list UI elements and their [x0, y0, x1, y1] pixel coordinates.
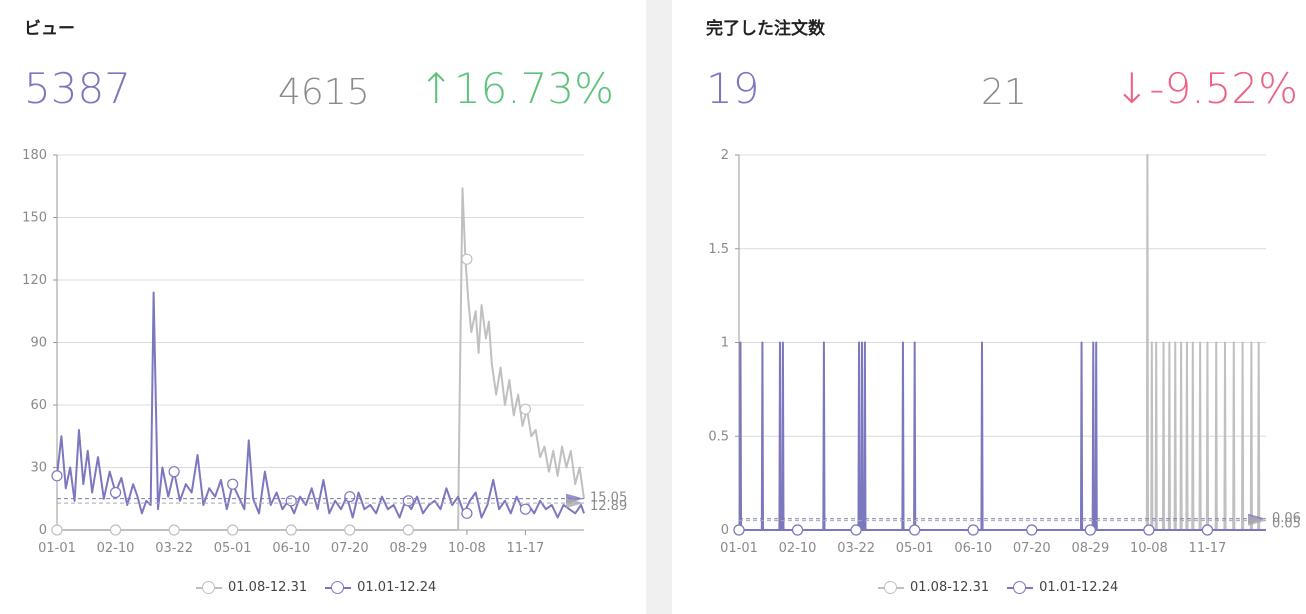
- x-tick-label: 10-08: [448, 541, 486, 556]
- x-tick-label: 10-08: [1130, 541, 1168, 556]
- y-tick-label: 1.5: [708, 242, 729, 257]
- legend-label: 01.08-12.31: [228, 580, 308, 595]
- data-point-marker: [461, 253, 473, 265]
- legend-item-current[interactable]: 01.01-12.24: [1007, 580, 1118, 595]
- y-tick-label: 0: [721, 523, 729, 538]
- y-tick-label: 1: [721, 336, 729, 351]
- y-tick-label: 90: [30, 336, 47, 351]
- data-point-marker: [967, 524, 979, 536]
- x-tick-label: 01-01: [720, 541, 758, 556]
- data-point-marker: [519, 403, 532, 415]
- series-line: [57, 187, 585, 531]
- legend-marker-icon: [878, 580, 904, 595]
- data-point-marker: [1084, 524, 1096, 536]
- completed-orders-panel: 完了した注文数 19 21 ↓-9.52% 0 0.5 1 1.5 2 01-01 02-1…: [672, 0, 1306, 614]
- legend-item-previous[interactable]: 01.08-12.31: [196, 580, 307, 595]
- data-point-marker: [168, 524, 180, 536]
- x-tick-label: 11-17: [1189, 541, 1227, 556]
- legend-label: 01.01-12.24: [1039, 580, 1119, 595]
- chart-legend[interactable]: 01.08-12.31 01.01-12.24: [196, 580, 436, 595]
- series-line: [56, 291, 585, 519]
- x-tick-label: 03-22: [155, 541, 193, 556]
- panel-title: 完了した注文数: [706, 19, 825, 39]
- data-point-marker: [1143, 524, 1155, 536]
- data-point-marker: [519, 503, 532, 515]
- data-point-marker: [51, 470, 63, 482]
- data-point-marker: [227, 524, 239, 536]
- data-point-marker: [344, 524, 356, 536]
- x-tick-label: 06-10: [954, 541, 992, 556]
- x-tick-label: 03-22: [837, 541, 875, 556]
- legend-item-previous[interactable]: 01.08-12.31: [878, 580, 989, 595]
- orders-line-chart[interactable]: 0 0.5 1 1.5 2 01-01 02-10 03-22 05-01 06-10 07-20 0…: [672, 130, 1306, 560]
- legend-marker-icon: [196, 580, 222, 595]
- series-line: [738, 341, 1266, 531]
- average-arrow-icon: [1248, 515, 1266, 526]
- x-tick-label: 11-17: [507, 541, 545, 556]
- average-label: 15.05: [590, 491, 627, 506]
- current-value: 19: [706, 64, 760, 113]
- average-label: 0.05: [1272, 517, 1301, 532]
- legend-item-current[interactable]: 01.01-12.24: [325, 580, 436, 595]
- data-point-marker: [227, 478, 239, 490]
- data-point-marker: [51, 524, 63, 536]
- views-panel: ビュー 5387 4615 ↑16.73% 0 30 60 90 120 150 180 01…: [0, 0, 646, 614]
- average-label: 12.89: [590, 499, 627, 514]
- y-tick-label: 150: [22, 211, 47, 226]
- legend-marker-icon: [1007, 580, 1034, 595]
- y-tick-label: 2: [721, 148, 729, 163]
- x-tick-label: 06-10: [272, 541, 310, 556]
- data-point-marker: [733, 524, 745, 536]
- change-percent: ↓-9.52%: [1114, 64, 1298, 113]
- y-tick-label: 0: [39, 523, 47, 538]
- x-tick-label: 01-01: [38, 541, 76, 556]
- legend-label: 01.01-12.24: [357, 580, 437, 595]
- series-line: [739, 154, 1266, 531]
- x-tick-label: 07-20: [1013, 541, 1051, 556]
- y-tick-label: 60: [30, 398, 47, 413]
- y-tick-label: 0.5: [708, 429, 729, 444]
- average-arrow-icon: [566, 498, 584, 509]
- x-tick-label: 08-29: [389, 541, 427, 556]
- data-point-marker: [344, 491, 356, 503]
- data-point-marker: [1026, 524, 1038, 536]
- x-tick-label: 08-29: [1071, 541, 1109, 556]
- current-value: 5387: [24, 64, 131, 113]
- data-point-marker: [285, 524, 297, 536]
- chart-legend[interactable]: 01.08-12.31 01.01-12.24: [878, 580, 1118, 595]
- data-point-marker: [168, 466, 180, 478]
- previous-value: 21: [981, 72, 1027, 113]
- x-tick-label: 07-20: [331, 541, 369, 556]
- change-percent: ↑16.73%: [418, 64, 614, 113]
- y-tick-label: 30: [30, 461, 47, 476]
- data-point-marker: [109, 486, 122, 499]
- y-tick-label: 120: [22, 273, 47, 288]
- views-line-chart[interactable]: 0 30 60 90 120 150 180 01-01 02-10 03-22 05-01 06-1…: [0, 130, 646, 560]
- x-tick-label: 05-01: [896, 541, 934, 556]
- panel-title: ビュー: [24, 19, 75, 39]
- data-point-marker: [402, 524, 414, 536]
- data-point-marker: [109, 524, 122, 536]
- x-tick-label: 02-10: [779, 541, 817, 556]
- legend-marker-icon: [325, 580, 352, 595]
- average-label: 0.06: [1272, 511, 1301, 526]
- previous-value: 4615: [278, 72, 370, 113]
- data-point-marker: [850, 524, 862, 536]
- data-point-marker: [1201, 524, 1214, 536]
- legend-label: 01.08-12.31: [910, 580, 990, 595]
- x-tick-label: 02-10: [97, 541, 135, 556]
- y-tick-label: 180: [22, 148, 47, 163]
- x-tick-label: 05-01: [214, 541, 252, 556]
- data-point-marker: [402, 495, 414, 507]
- data-point-marker: [909, 524, 921, 536]
- data-point-marker: [791, 524, 804, 536]
- data-point-marker: [461, 507, 473, 519]
- data-point-marker: [285, 495, 297, 507]
